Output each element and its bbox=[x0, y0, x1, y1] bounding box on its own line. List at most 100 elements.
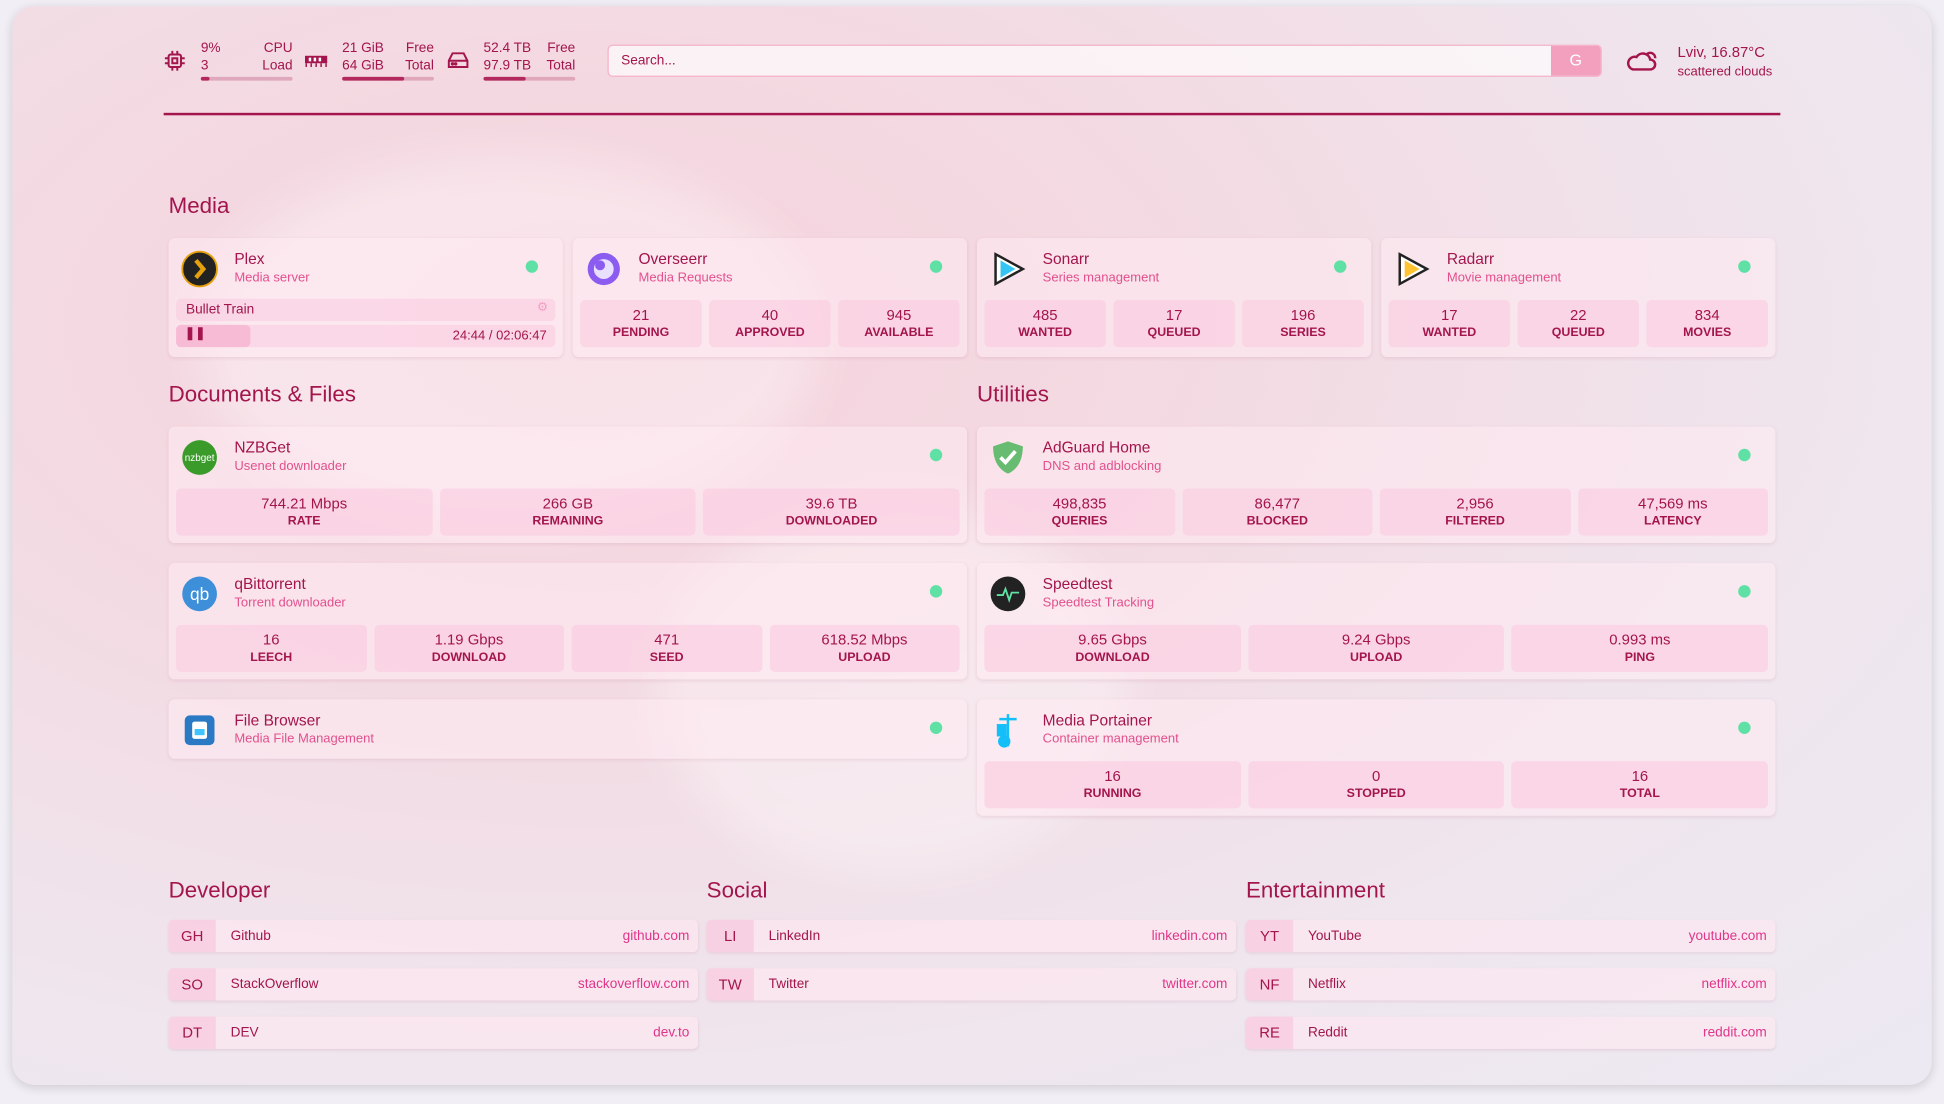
service-card-media-portainer[interactable]: Media Portainer Container management 16 RUN… bbox=[976, 699, 1776, 816]
stat-value: 0 bbox=[1372, 767, 1381, 785]
search-provider-button[interactable]: G bbox=[1550, 45, 1601, 76]
stat-block: 744.21 Mbps RATE bbox=[176, 488, 433, 536]
stat-value: 86,477 bbox=[1254, 494, 1301, 513]
bookmark-url[interactable]: reddit.com bbox=[1703, 1025, 1767, 1041]
service-description: Container management bbox=[1042, 731, 1179, 747]
pause-icon[interactable]: ❚❚ bbox=[184, 327, 206, 341]
stat-block: 834 MOVIES bbox=[1646, 300, 1768, 348]
cloud-icon bbox=[1625, 45, 1660, 75]
status-indicator bbox=[929, 260, 943, 273]
service-description: DNS and adblocking bbox=[1042, 458, 1162, 474]
stat-value: 266 GB bbox=[542, 494, 594, 513]
stat-label: PENDING bbox=[612, 326, 670, 340]
stat-label: FILTERED bbox=[1445, 514, 1505, 529]
portainer-icon bbox=[989, 712, 1026, 749]
stat-block: 16 LEECH bbox=[176, 624, 367, 672]
bookmark-abbr: DT bbox=[168, 1016, 216, 1049]
bookmark-url[interactable]: youtube.com bbox=[1688, 928, 1767, 944]
service-card-plex[interactable]: Plex Media server Bullet Train ⚙ ❚❚ 24:4… bbox=[168, 238, 563, 358]
bookmark-twitter[interactable]: TW Twitter twitter.com bbox=[706, 968, 1237, 1001]
bookmark-url[interactable]: github.com bbox=[622, 928, 690, 944]
service-card-nzbget[interactable]: nzbget NZBGet Usenet downloader 744.21 Mbps… bbox=[168, 426, 968, 544]
bookmark-name: Reddit bbox=[1307, 1025, 1348, 1041]
service-description: Torrent downloader bbox=[234, 595, 346, 610]
bookmark-name: Netflix bbox=[1307, 976, 1346, 992]
section-utilities: Utilities bbox=[976, 381, 1049, 407]
plex-icon bbox=[181, 250, 218, 288]
service-description: Speedtest Tracking bbox=[1042, 595, 1155, 610]
stat-block: 16 TOTAL bbox=[1511, 761, 1768, 809]
stat-value: 17 bbox=[1441, 306, 1458, 324]
stat-block: 22 QUEUED bbox=[1517, 300, 1640, 348]
stat-value: 16 bbox=[1104, 767, 1121, 785]
stat-label: DOWNLOAD bbox=[1075, 650, 1150, 665]
service-card-adguard-home[interactable]: AdGuard Home DNS and adblocking 498,835 QUE… bbox=[976, 426, 1776, 544]
stat-value: 2,956 bbox=[1456, 494, 1494, 513]
bookmark-abbr: RE bbox=[1245, 1016, 1294, 1049]
stat-label: STOPPED bbox=[1346, 787, 1406, 801]
stat-block: 39.6 TB DOWNLOADED bbox=[703, 488, 960, 536]
stat-block: 86,477 BLOCKED bbox=[1182, 488, 1373, 536]
stat-block: 0 STOPPED bbox=[1248, 761, 1505, 809]
bookmark-url[interactable]: stackoverflow.com bbox=[577, 976, 690, 992]
bookmark-dev[interactable]: DT DEV dev.to bbox=[168, 1016, 699, 1049]
bookmark-reddit[interactable]: RE Reddit reddit.com bbox=[1245, 1016, 1776, 1049]
weather-condition: scattered clouds bbox=[1677, 64, 1773, 80]
status-indicator bbox=[929, 585, 943, 598]
bookmark-github[interactable]: GH Github github.com bbox=[168, 919, 699, 953]
playback-time: 24:44 / 02:06:47 bbox=[452, 328, 547, 344]
section-social: Social bbox=[706, 877, 768, 903]
widget-stats: 485 WANTED 17 QUEUED 196 SERIES bbox=[984, 300, 1364, 348]
stat-label: WANTED bbox=[1422, 326, 1477, 340]
bookmark-url[interactable]: netflix.com bbox=[1701, 976, 1767, 992]
cpu-load: 3 bbox=[200, 58, 209, 74]
stat-block: 9.65 Gbps DOWNLOAD bbox=[984, 624, 1241, 672]
stat-value: 16 bbox=[262, 631, 280, 649]
bookmark-youtube[interactable]: YT YouTube youtube.com bbox=[1245, 919, 1776, 953]
stat-value: 9.65 Gbps bbox=[1078, 631, 1147, 649]
stat-label: RUNNING bbox=[1083, 787, 1142, 801]
playback-progress[interactable]: ❚❚ 24:44 / 02:06:47 bbox=[176, 324, 556, 348]
stat-block: 17 WANTED bbox=[1388, 300, 1511, 348]
svg-text:nzbget: nzbget bbox=[185, 453, 215, 464]
overseerr-icon bbox=[585, 250, 622, 287]
stat-label: SERIES bbox=[1280, 326, 1326, 340]
status-indicator bbox=[1334, 260, 1347, 273]
widget-stats: 17 WANTED 22 QUEUED 834 MOVIES bbox=[1388, 300, 1768, 348]
service-card-radarr[interactable]: Radarr Movie management 17 WANTED 22 QUEUED 83… bbox=[1381, 238, 1776, 358]
status-indicator bbox=[929, 721, 943, 734]
stat-block: 945 AVAILABLE bbox=[838, 300, 960, 348]
stat-block: 40 APPROVED bbox=[709, 300, 831, 348]
stat-label: LEECH bbox=[250, 650, 293, 665]
disk-bar bbox=[483, 76, 576, 81]
stat-label: MOVIES bbox=[1683, 326, 1732, 340]
service-description: Series management bbox=[1042, 270, 1160, 286]
widget-stats: 744.21 Mbps RATE 266 GB REMAINING 39.6 TB DOW… bbox=[176, 488, 960, 536]
stat-value: 21 bbox=[632, 306, 650, 324]
bookmark-url[interactable]: linkedin.com bbox=[1151, 928, 1228, 944]
bookmark-linkedin[interactable]: LI LinkedIn linkedin.com bbox=[706, 919, 1237, 953]
bookmark-netflix[interactable]: NF Netflix netflix.com bbox=[1245, 968, 1776, 1001]
service-card-overseerr[interactable]: Overseerr Media Requests 21 PENDING 40 APPROV… bbox=[572, 238, 968, 358]
stat-value: 47,569 ms bbox=[1638, 494, 1708, 513]
status-indicator bbox=[525, 260, 539, 273]
total-label: Total bbox=[405, 58, 434, 74]
service-description: Usenet downloader bbox=[234, 458, 347, 474]
bookmark-name: LinkedIn bbox=[768, 928, 821, 944]
stat-block: 2,956 FILTERED bbox=[1379, 488, 1571, 536]
bookmark-url[interactable]: dev.to bbox=[653, 1025, 690, 1041]
stat-block: 0.993 ms PING bbox=[1511, 624, 1768, 672]
service-card-file-browser[interactable]: File Browser Media File Management bbox=[168, 699, 968, 759]
bookmark-stackoverflow[interactable]: SO StackOverflow stackoverflow.com bbox=[168, 968, 699, 1001]
service-card-qbittorrent[interactable]: qb qBittorrent Torrent downloader 16 LEECH 1.… bbox=[168, 562, 968, 680]
service-card-speedtest[interactable]: Speedtest Speedtest Tracking 9.65 Gbps DOWN… bbox=[976, 562, 1776, 680]
stat-value: 485 bbox=[1032, 306, 1058, 324]
memory-stat: 21 GiB 64 GiB Free Total bbox=[342, 40, 434, 81]
sonarr-icon bbox=[989, 250, 1026, 287]
radarr-icon bbox=[1394, 250, 1431, 287]
settings-icon[interactable]: ⚙ bbox=[536, 301, 548, 315]
service-card-sonarr[interactable]: Sonarr Series management 485 WANTED 17 QUEUED… bbox=[976, 238, 1372, 358]
search-input[interactable]: Search... G bbox=[607, 44, 1602, 77]
bookmark-abbr: TW bbox=[706, 968, 754, 1001]
bookmark-url[interactable]: twitter.com bbox=[1162, 976, 1228, 992]
